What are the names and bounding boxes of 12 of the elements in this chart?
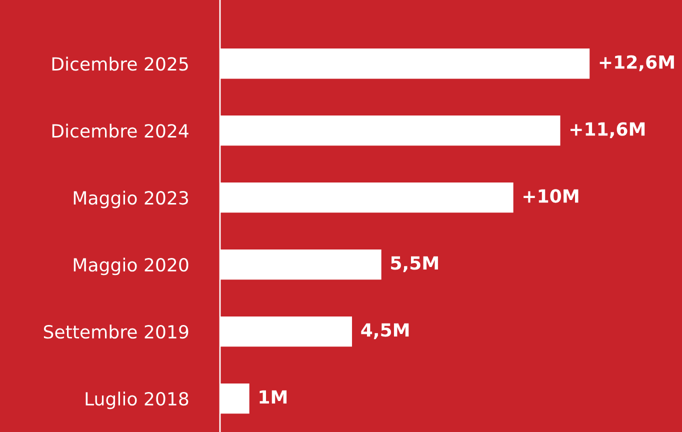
data-label: 4,5M	[361, 323, 409, 340]
data-label: +12,6M	[600, 55, 674, 72]
data-label: +11,6M	[570, 122, 645, 138]
y-tick-label: Maggio 2023	[74, 190, 188, 208]
y-tick-label: Dicembre 2024	[52, 124, 188, 138]
y-tick-label: Maggio 2020	[74, 258, 188, 276]
data-label: 5,5M	[391, 256, 438, 272]
y-tick-label: Dicembre 2025	[52, 56, 188, 71]
y-tick-label: Settembre 2019	[44, 324, 188, 339]
y-tick-label: Luglio 2018	[86, 392, 188, 410]
data-label: 1M	[260, 390, 287, 404]
data-label: +10M	[524, 189, 578, 203]
